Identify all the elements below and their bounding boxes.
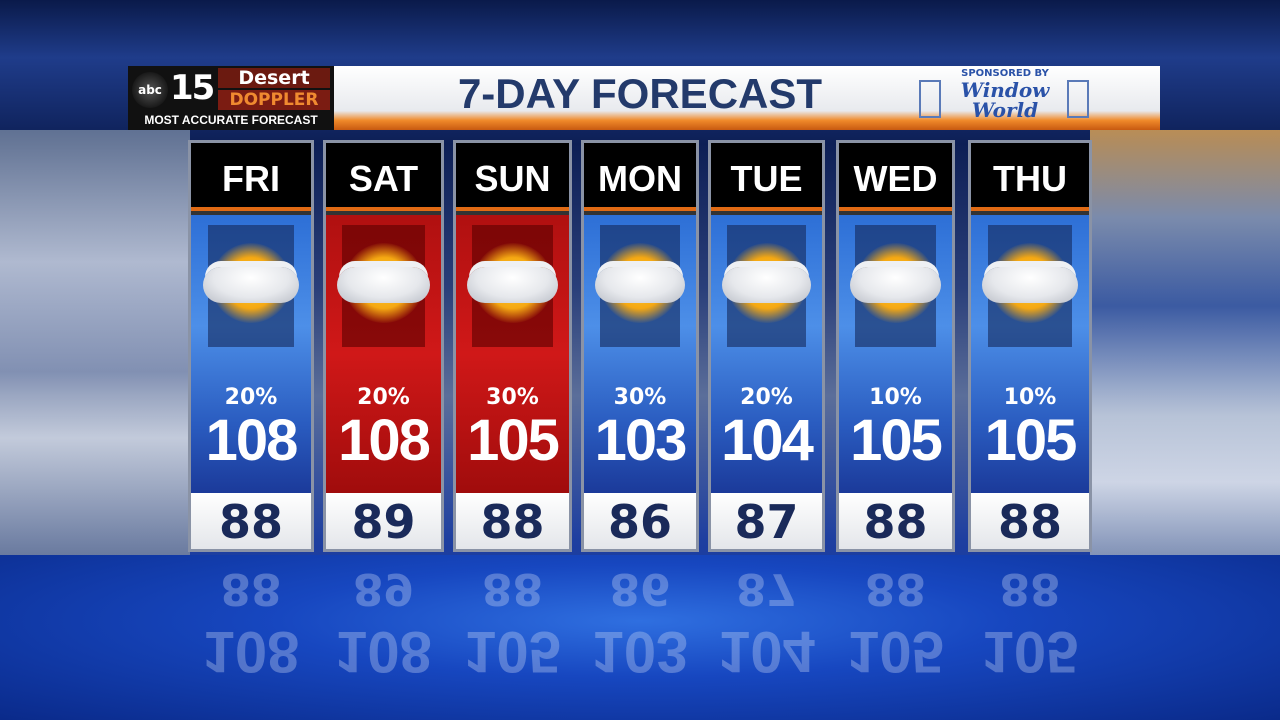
reflected-high-temp: 104 [718,619,815,684]
high-temp: 103 [594,408,688,473]
low-temp: 86 [584,493,696,549]
window-icon [919,80,941,118]
sponsor-name-line-1: Window [960,78,1050,102]
day-panel: 10% 105 [971,215,1089,493]
precip-chance: 20% [740,385,793,410]
station-logo: abc 15 Desert DOPPLER MOST ACCURATE FORE… [128,66,334,130]
precip-chance: 10% [869,385,922,410]
logo-tagline: MOST ACCURATE FORECAST [144,113,318,127]
sponsor-logo: SPONSORED BY Window World [915,68,1095,124]
low-temp: 88 [971,493,1089,549]
day-panel: 20% 108 [326,215,441,493]
day-panel: 10% 105 [839,215,952,493]
forecast-day-wed: WED 10% 105 88 [836,140,955,552]
precip-chance: 30% [613,385,667,410]
sponsor-name-line-2: World [971,98,1039,122]
mostly-cloudy-sun-icon [594,225,686,347]
cloud-icon [337,267,430,303]
reflected-low-temp: 88 [220,563,282,614]
partly-cloudy-sun-icon [982,225,1078,347]
reflected-low-temp: 86 [609,563,671,614]
window-icon [1067,80,1089,118]
high-temp: 108 [338,408,431,473]
forecast-day-sun: SUN 30% 105 88 [453,140,572,552]
day-panel: 30% 103 [584,215,696,493]
low-temp: 87 [711,493,822,549]
day-panel: 20% 108 [191,215,311,493]
forecast-day-mon: MON 30% 103 86 [581,140,699,552]
low-temp: 88 [456,493,569,549]
reflected-high-temp: 105 [981,619,1079,684]
brand-line-1: Desert [218,68,330,88]
reflected-high-temp: 108 [335,619,432,684]
channel-number: 15 [170,68,215,108]
forecast-day-sat: SAT 20% 108 89 [323,140,444,552]
reflected-high-temp: 105 [847,619,944,684]
page-title: 7-DAY FORECAST [457,70,823,117]
low-temp: 88 [191,493,311,549]
sponsor-name: Window World [950,80,1060,120]
floor-reflection: 86 103 [581,560,699,710]
brand-line-2: DOPPLER [218,90,330,110]
high-temp: 105 [467,408,560,473]
reflected-high-temp: 108 [202,619,300,684]
forecast-day-fri: FRI 20% 108 88 [188,140,314,552]
low-temp: 88 [839,493,952,549]
day-panel: 20% 104 [711,215,822,493]
precip-chance: 20% [224,385,278,410]
forecast-day-tue: TUE 20% 104 87 [708,140,825,552]
reflected-low-temp: 88 [864,563,927,614]
precip-chance: 10% [1003,385,1057,410]
low-temp: 89 [326,493,441,549]
high-temp: 105 [984,408,1078,473]
day-label: THU [971,143,1089,211]
partly-cloudy-sun-icon [721,225,812,347]
day-label: SUN [456,143,569,211]
partly-cloudy-sun-icon [849,225,942,347]
abc-logo-icon: abc [132,72,168,108]
partly-cloudy-sun-icon [202,225,300,347]
day-label: WED [839,143,952,211]
cloud-icon [202,267,300,303]
precip-chance: 30% [486,385,539,410]
cloud-icon [466,267,559,303]
floor-reflection: 88 105 [836,560,955,710]
reflected-high-temp: 105 [464,619,561,684]
day-label: SAT [326,143,441,211]
forecast-day-thu: THU 10% 105 88 [968,140,1092,552]
cloud-icon [594,267,686,303]
day-label: TUE [711,143,822,211]
precip-chance: 20% [357,385,410,410]
day-label: MON [584,143,696,211]
mostly-cloudy-sun-icon [466,225,559,347]
floor-reflection: 88 105 [453,560,572,710]
floor-reflection: 88 105 [968,560,1092,710]
floor-reflection: 88 108 [188,560,314,710]
high-temp: 105 [850,408,943,473]
floor-reflection: 87 104 [708,560,825,710]
studio-background-left [0,130,190,570]
day-panel: 30% 105 [456,215,569,493]
high-temp: 104 [721,408,814,473]
cloud-icon [849,267,942,303]
studio-floor [0,555,1280,720]
studio-background-right [1090,130,1280,570]
floor-reflection: 89 108 [323,560,444,710]
high-temp: 108 [205,408,299,473]
partly-cloudy-sun-icon [337,225,430,347]
reflected-low-temp: 88 [481,563,544,614]
reflected-low-temp: 87 [735,563,798,614]
sponsor-label: SPONSORED BY [961,68,1049,79]
day-label: FRI [191,143,311,211]
reflected-low-temp: 89 [352,563,415,614]
reflected-high-temp: 103 [591,619,689,684]
reflected-low-temp: 88 [999,563,1061,614]
cloud-icon [982,267,1078,303]
cloud-icon [721,267,812,303]
